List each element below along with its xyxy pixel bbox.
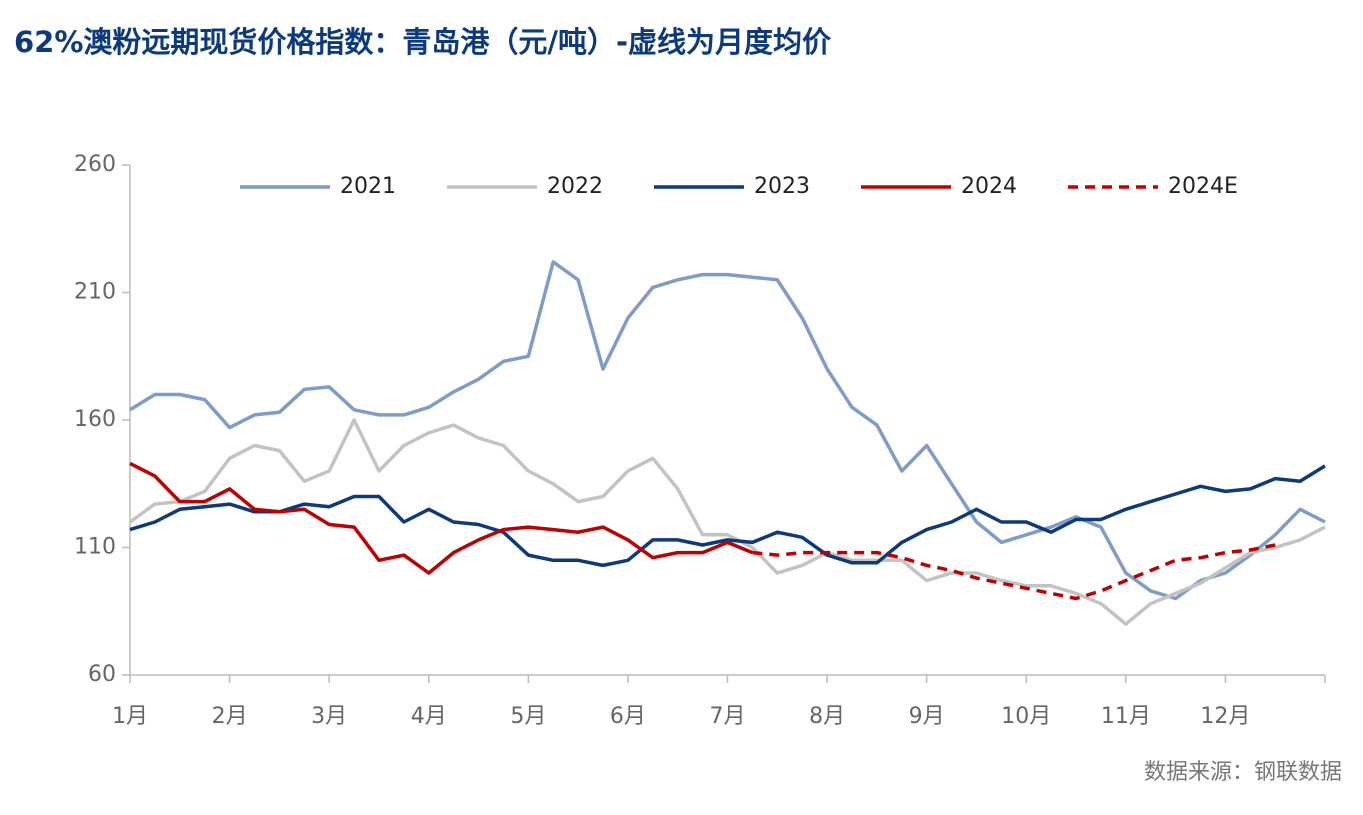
- legend-label: 2022: [547, 174, 603, 199]
- y-tick-label: 160: [74, 407, 116, 432]
- y-tick-label: 210: [74, 280, 116, 305]
- x-tick-label: 11月: [1101, 704, 1151, 729]
- source-note: 数据来源：钢联数据: [1144, 760, 1342, 785]
- legend-label: 2023: [754, 174, 810, 199]
- x-tick-label: 1月: [112, 704, 148, 729]
- legend-label: 2024: [961, 174, 1017, 199]
- x-tick-label: 10月: [1001, 704, 1051, 729]
- x-tick-label: 9月: [909, 704, 945, 729]
- y-tick-label: 110: [74, 535, 116, 560]
- x-tick-label: 4月: [411, 704, 447, 729]
- y-tick-label: 60: [88, 662, 116, 687]
- legend-label: 2021: [340, 174, 396, 199]
- x-tick-label: 8月: [809, 704, 845, 729]
- x-tick-label: 7月: [710, 704, 746, 729]
- series-line: [129, 461, 754, 575]
- x-tick-label: 3月: [311, 704, 347, 729]
- x-tick-label: 2月: [212, 704, 248, 729]
- series-line: [129, 464, 1326, 568]
- chart-title: 62%澳粉远期现货价格指数：青岛港（元/吨）-虚线为月度均价: [14, 25, 832, 59]
- y-tick-label: 260: [74, 152, 116, 177]
- series-line: [129, 260, 1326, 601]
- series-line: [128, 418, 1326, 626]
- x-tick-label: 5月: [510, 704, 546, 729]
- series-line: [752, 543, 1276, 601]
- legend-label: 2024E: [1168, 174, 1238, 199]
- x-tick-label: 6月: [610, 704, 646, 729]
- x-tick-label: 12月: [1200, 704, 1250, 729]
